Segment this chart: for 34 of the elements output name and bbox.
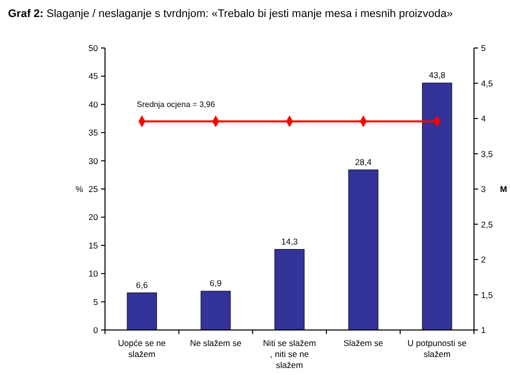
y2-tick-label: 4: [481, 114, 486, 124]
x-tick-label: Ne slažem se: [190, 338, 242, 348]
y-tick-label: 25: [88, 184, 98, 194]
y2-tick-label: 2,5: [481, 219, 494, 230]
y-axis-title: %: [75, 184, 84, 194]
y-tick-label: 20: [88, 212, 98, 222]
data-label: 28,4: [355, 156, 372, 167]
y2-tick-label: 1: [481, 325, 486, 335]
y2-tick-label: 2: [481, 254, 486, 264]
y-tick-label: 5: [93, 296, 98, 307]
x-tick-label: Uopće se ne slažem: [118, 338, 166, 359]
y-tick-label: 0: [93, 325, 98, 335]
data-label: 6,9: [210, 278, 222, 288]
data-label: 14,3: [281, 236, 298, 246]
chart-title: Graf 2: Slaganje / neslaganje s tvrdnjom: «Trebalo bi jesti manje mesa i mesnih proizvoda»: [8, 8, 453, 20]
y2-axis-title: M: [500, 184, 508, 194]
y2-tick-label: 4,5: [481, 78, 494, 88]
data-label: 6,6: [136, 280, 148, 290]
y-tick-label: 10: [88, 268, 98, 279]
y2-tick-label: 3: [481, 184, 486, 194]
y-tick-label: 45: [88, 71, 98, 82]
y2-tick-label: 5: [481, 43, 486, 53]
y-tick-label: 30: [88, 156, 98, 166]
x-tick-label: Niti se slažem , niti se ne slažem: [263, 338, 316, 370]
y2-tick-label: 1,5: [481, 290, 494, 300]
annotation: Srednja ocjena = 3,96: [136, 100, 216, 109]
x-tick-label: Slažem se: [343, 338, 384, 348]
y-tick-label: 35: [88, 128, 98, 138]
y2-tick-label: 3,5: [481, 148, 494, 159]
data-label: 43,8: [428, 70, 446, 80]
x-tick-label: U potpunosti se slažem: [408, 338, 467, 359]
y-tick-label: 40: [88, 99, 98, 110]
y-tick-label: 15: [88, 240, 98, 250]
y-tick-label: 50: [88, 43, 98, 53]
